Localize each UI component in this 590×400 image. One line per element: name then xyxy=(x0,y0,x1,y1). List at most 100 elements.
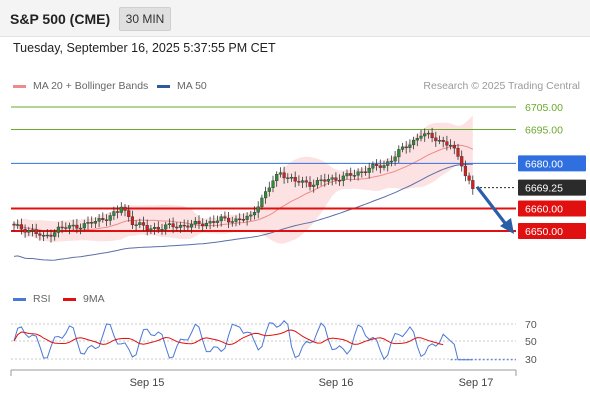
candle-body xyxy=(189,223,194,228)
legend-9ma: 9MA xyxy=(63,293,105,305)
timeframe-button[interactable]: 30 MIN xyxy=(119,7,171,31)
candle-body xyxy=(90,222,94,224)
candle-body xyxy=(323,179,327,182)
candle-body xyxy=(67,225,72,229)
candle-body xyxy=(352,175,356,177)
candle-body xyxy=(264,191,268,199)
candle-body xyxy=(97,218,101,222)
candle-body xyxy=(204,222,208,227)
candle-body xyxy=(45,234,49,237)
level-label-6705.00: 6705.00 xyxy=(525,102,563,114)
price-panel[interactable]: 6705.00 6695.00 6680.00 6669.25 6660.00 6650.… xyxy=(11,102,586,261)
candle-body xyxy=(256,206,260,213)
ma50-swatch xyxy=(157,84,170,88)
candle-body xyxy=(326,179,331,182)
candle-body xyxy=(141,222,146,226)
rsi-panel[interactable]: 70 50 30 xyxy=(11,319,537,366)
candle-body xyxy=(393,156,397,162)
ma20-label: MA 20 + Bollinger Bands xyxy=(33,80,149,92)
x-axis-label: Sep 15 xyxy=(130,377,165,389)
candle-body xyxy=(371,164,375,169)
candle-body xyxy=(175,226,179,229)
candle-body xyxy=(108,215,112,221)
candle-body xyxy=(286,177,290,179)
candle-body xyxy=(441,140,445,142)
candle-body xyxy=(404,146,408,149)
candle-body xyxy=(275,174,279,182)
candle-body xyxy=(382,165,386,168)
candle-body xyxy=(16,224,20,226)
candle-body xyxy=(160,229,164,231)
candle-body xyxy=(345,173,349,177)
candle-body xyxy=(252,212,257,216)
candle-body xyxy=(434,137,438,142)
candle-body xyxy=(463,165,467,177)
candle-body xyxy=(397,149,401,158)
candle-body xyxy=(219,216,223,222)
rsi-ma-line xyxy=(13,329,444,346)
candle-body xyxy=(75,224,79,229)
candle-body xyxy=(471,180,475,189)
candle-body xyxy=(123,206,127,211)
candle-body xyxy=(386,161,390,166)
candle-body xyxy=(289,177,294,179)
ma50-label: MA 50 xyxy=(177,80,207,92)
candle-body xyxy=(267,187,271,192)
instrument-title: S&P 500 (CME) xyxy=(10,11,111,27)
candle-body xyxy=(460,156,464,167)
projection-arrow-shaft xyxy=(476,186,510,229)
candle-body xyxy=(375,164,379,166)
ma20-swatch xyxy=(13,84,26,88)
rsi-level-label-70: 70 xyxy=(525,319,537,331)
x-axis-label: Sep 16 xyxy=(319,377,354,389)
candle-body xyxy=(297,180,301,183)
candle-body xyxy=(415,138,419,141)
candle-body xyxy=(156,227,160,230)
candle-body xyxy=(27,230,31,233)
candle-body xyxy=(34,229,38,235)
candle-body xyxy=(452,144,456,149)
candle-body xyxy=(378,165,382,168)
candle-body xyxy=(112,211,116,216)
level-label-6695.00: 6695.00 xyxy=(525,125,563,137)
candle-body xyxy=(42,234,46,237)
candle-body xyxy=(149,228,153,231)
candle-body xyxy=(71,224,75,227)
candle-body xyxy=(389,160,393,163)
candle-body xyxy=(341,175,345,181)
candle-body xyxy=(167,223,171,226)
candle-body xyxy=(301,180,305,183)
candle-body xyxy=(334,177,338,181)
candle-body xyxy=(367,167,371,173)
candle-body xyxy=(419,135,423,139)
candle-body xyxy=(101,218,105,220)
candle-body xyxy=(138,222,142,225)
candle-body xyxy=(308,181,312,187)
candle-body xyxy=(12,223,16,226)
candle-body xyxy=(437,140,442,142)
candle-body xyxy=(260,197,264,208)
candle-body xyxy=(93,221,97,224)
candle-body xyxy=(249,214,253,217)
candle-body xyxy=(349,173,353,176)
candle-body xyxy=(449,144,453,147)
level-tag-6650.00 xyxy=(518,223,586,239)
candle-body xyxy=(134,224,138,226)
candle-body xyxy=(226,217,231,223)
candle-body xyxy=(234,218,238,222)
candle-body xyxy=(19,224,23,230)
candle-body xyxy=(64,227,68,229)
candle-body xyxy=(197,220,201,225)
candle-body xyxy=(456,147,460,157)
candle-body xyxy=(30,229,35,231)
candle-body xyxy=(145,225,149,231)
x-axis-label: Sep 17 xyxy=(459,377,494,389)
legend-ma20: MA 20 + Bollinger Bands xyxy=(13,80,148,92)
candle-body xyxy=(215,220,220,223)
candle-body xyxy=(238,218,242,221)
candle-body xyxy=(78,227,83,230)
candle-body xyxy=(82,223,86,229)
candle-body xyxy=(408,144,412,148)
candle-body xyxy=(49,234,53,237)
